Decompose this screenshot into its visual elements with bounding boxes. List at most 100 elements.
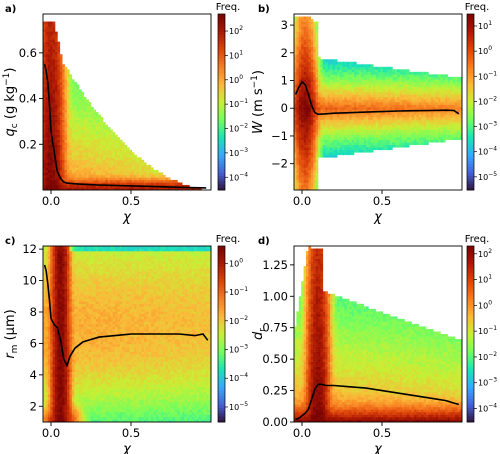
heatmap-cell [385, 91, 388, 95]
heatmap-cell [306, 99, 309, 103]
heatmap-cell [98, 154, 101, 158]
heatmap-cell [294, 169, 297, 173]
heatmap-cell [43, 328, 46, 332]
heatmap-cell [375, 69, 379, 73]
colorbar-segment [467, 46, 474, 50]
heatmap-cell [62, 154, 65, 158]
heatmap-cell [411, 119, 415, 123]
colorbar-segment [218, 134, 225, 138]
heatmap-cell [298, 69, 302, 73]
heatmap-cell [313, 96, 316, 100]
heatmap-cell [315, 79, 319, 83]
heatmap-cell [430, 86, 434, 90]
heatmap-cell [91, 112, 94, 115]
heatmap-cell [100, 134, 104, 138]
heatmap-cell [442, 91, 446, 95]
heatmap-cell [71, 169, 75, 173]
heatmap-cell [356, 91, 360, 95]
heatmap-cell [43, 359, 46, 362]
heatmap-cell [438, 96, 441, 100]
heatmap-cell [52, 122, 56, 125]
heatmap-cell [303, 99, 307, 103]
heatmap-cell [327, 147, 331, 151]
heatmap-cell [59, 394, 63, 398]
heatmap-cell [366, 139, 369, 143]
heatmap-cell [322, 59, 326, 63]
heatmap-cell [414, 129, 417, 133]
heatmap-cell [45, 266, 49, 269]
heatmap-cell [303, 114, 307, 118]
heatmap-cell [397, 99, 400, 103]
heatmap-cell [69, 102, 73, 105]
heatmap-cell [346, 94, 350, 98]
heatmap-cell [69, 107, 73, 110]
heatmap-cell [71, 149, 75, 153]
heatmap-cell [315, 104, 319, 108]
heatmap-cell [373, 139, 376, 143]
heatmap-cell [64, 91, 68, 95]
heatmap-cell [349, 127, 352, 130]
heatmap-cell [47, 187, 51, 191]
heatmap-cell [346, 152, 350, 156]
heatmap-cell [69, 184, 73, 188]
heatmap-cell [52, 246, 56, 249]
heatmap-cell [306, 119, 309, 123]
heatmap-cell [358, 71, 362, 75]
heatmap-cell [83, 132, 87, 135]
heatmap-cell [351, 66, 355, 70]
heatmap-cell [416, 94, 420, 98]
heatmap-cell [57, 167, 61, 171]
heatmap-cell [298, 142, 302, 146]
heatmap-cell [47, 336, 51, 340]
heatmap-cell [57, 311, 61, 315]
heatmap-cell [57, 283, 61, 287]
heatmap-cell [298, 149, 302, 153]
heatmap-cell [378, 76, 381, 80]
heatmap-cell [55, 273, 58, 277]
heatmap-cell [98, 179, 101, 183]
heatmap-cell [459, 112, 463, 115]
heatmap-cell [327, 139, 331, 143]
heatmap-cell [298, 89, 302, 93]
colorbar-segment [218, 16, 225, 21]
colorbar-segment [218, 49, 225, 53]
heatmap-cell [416, 139, 420, 143]
heatmap-cell [315, 139, 319, 143]
heatmap-cell [112, 187, 116, 191]
heatmap-cell [409, 119, 412, 123]
heatmap-cell [47, 172, 51, 176]
heatmap-cell [390, 117, 393, 120]
heatmap-cell [69, 119, 73, 123]
heatmap-cell [303, 66, 307, 70]
heatmap-cell [363, 86, 367, 90]
heatmap-cell [296, 99, 300, 103]
heatmap-cell [55, 132, 58, 135]
heatmap-cell [318, 89, 321, 93]
heatmap-cell [447, 124, 451, 128]
heatmap-cell [296, 81, 300, 85]
heatmap-cell [88, 112, 92, 115]
heatmap-cell [59, 326, 63, 330]
heatmap-cell [127, 167, 130, 171]
heatmap-cell [69, 147, 73, 151]
heatmap-cell [416, 86, 420, 90]
heatmap-cell [392, 99, 396, 103]
heatmap-cell [112, 179, 116, 183]
heatmap-cell [406, 94, 410, 98]
heatmap-cell [361, 117, 364, 120]
heatmap-cell [370, 144, 374, 148]
heatmap-cell [363, 137, 367, 141]
heatmap-cell [334, 117, 338, 120]
heatmap-cell [366, 91, 369, 95]
heatmap-cell [69, 172, 73, 176]
heatmap-cell [294, 74, 297, 78]
heatmap-cell [421, 104, 424, 108]
heatmap-cell [47, 366, 51, 370]
heatmap-cell [351, 134, 355, 138]
heatmap-cell [146, 167, 149, 171]
heatmap-cell [310, 124, 314, 128]
heatmap-cell [98, 139, 101, 143]
heatmap-cell [440, 134, 444, 138]
heatmap-cell [414, 86, 417, 90]
heatmap-cell [310, 71, 314, 75]
